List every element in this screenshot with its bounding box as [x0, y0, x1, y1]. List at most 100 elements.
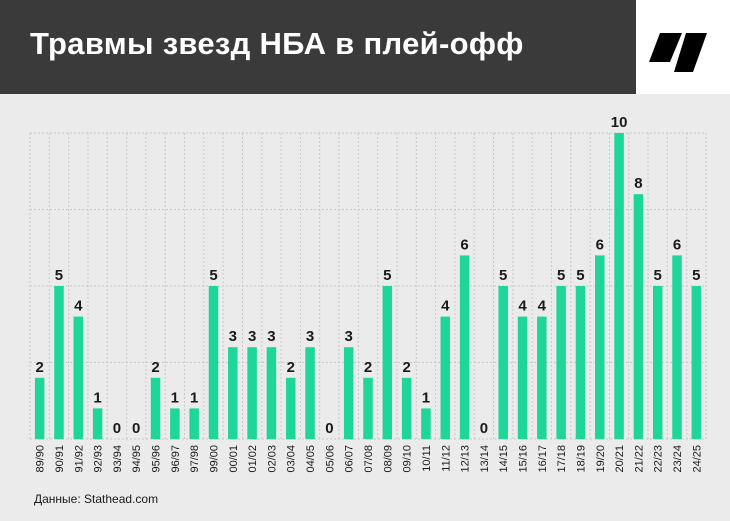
data-label: 5 [692, 267, 700, 284]
x-tick-label: 14/15 [498, 445, 510, 473]
bar [305, 347, 315, 439]
data-label: 3 [248, 328, 256, 345]
bar [266, 347, 277, 439]
page-title: Травмы звезд НБА в плей-офф [30, 26, 524, 61]
x-tick-label: 01/02 [247, 445, 259, 473]
bar [652, 286, 663, 439]
x-tick-label: 09/10 [402, 445, 414, 473]
data-label: 0 [132, 420, 140, 437]
x-tick-label: 16/17 [537, 445, 549, 473]
bar [517, 316, 528, 439]
bar [363, 377, 373, 439]
x-tick-label: 05/06 [324, 445, 336, 473]
bar [170, 408, 180, 439]
bar [228, 347, 238, 439]
bar [614, 133, 624, 439]
data-label: 1 [93, 389, 101, 406]
bar [691, 286, 702, 439]
bar [575, 286, 586, 439]
data-label: 5 [557, 267, 565, 284]
bar [189, 408, 199, 439]
data-label: 6 [460, 236, 468, 253]
data-label: 5 [55, 267, 63, 284]
data-label: 3 [306, 328, 314, 345]
data-label: 5 [383, 267, 391, 284]
bar [73, 316, 84, 439]
data-label: 5 [499, 267, 507, 284]
x-tick-label: 20/21 [614, 445, 626, 473]
x-tick-label: 24/25 [691, 445, 703, 473]
x-tick-label: 19/20 [595, 445, 607, 473]
bar [595, 255, 605, 439]
x-tick-label: 06/07 [344, 445, 356, 473]
grid-lines [29, 132, 707, 440]
x-tick-label: 21/22 [633, 445, 645, 473]
data-label: 4 [441, 298, 450, 315]
data-label: 2 [402, 359, 410, 376]
bar [92, 408, 103, 439]
bar [34, 377, 45, 439]
bar [633, 194, 644, 439]
bar [498, 286, 508, 439]
brand-logo-icon [649, 33, 707, 72]
data-label: 2 [364, 359, 372, 376]
data-label: 5 [654, 267, 662, 284]
bar [285, 377, 296, 439]
bars [34, 133, 702, 439]
data-label: 0 [113, 420, 121, 437]
x-tick-label: 96/97 [170, 445, 182, 473]
x-tick-label: 91/92 [73, 445, 85, 473]
data-label: 8 [634, 175, 642, 192]
bar [54, 286, 64, 439]
bar [440, 316, 451, 439]
bar [421, 408, 431, 439]
x-tick-label: 90/91 [54, 445, 66, 473]
data-label: 4 [538, 298, 547, 315]
data-label: 4 [518, 298, 527, 315]
bar [537, 316, 547, 439]
x-tick-label: 03/04 [286, 445, 298, 473]
data-label: 0 [480, 420, 488, 437]
data-label: 2 [287, 359, 295, 376]
x-tick-label: 00/01 [228, 445, 240, 473]
data-label: 3 [229, 328, 237, 345]
source-note: Данные: Stathead.com [34, 492, 159, 506]
data-label: 1 [422, 389, 430, 406]
bar [208, 286, 219, 439]
x-tick-label: 08/09 [382, 445, 394, 473]
x-tick-label: 13/14 [479, 445, 491, 473]
data-label: 2 [151, 359, 159, 376]
bar [343, 347, 354, 439]
data-label: 6 [596, 236, 604, 253]
bar [401, 377, 412, 439]
data-label: 2 [35, 359, 43, 376]
header-bar: Травмы звезд НБА в плей-офф [0, 0, 730, 94]
brand-logo [636, 0, 730, 94]
x-tick-label: 02/03 [266, 445, 278, 473]
data-label: 10 [611, 114, 628, 131]
data-label: 1 [171, 389, 179, 406]
bar [382, 286, 393, 439]
data-label: 6 [673, 236, 681, 253]
x-tick-label: 12/13 [460, 445, 472, 473]
x-tick-label: 92/93 [93, 445, 105, 473]
x-tick-label: 94/95 [131, 445, 143, 473]
data-label: 3 [267, 328, 275, 345]
x-tick-label: 11/12 [440, 445, 452, 472]
x-tick-label: 95/96 [151, 445, 163, 473]
data-label: 1 [190, 389, 198, 406]
x-tick-label: 17/18 [556, 445, 568, 473]
x-tick-label: 89/90 [35, 445, 47, 473]
x-tick-label: 93/94 [112, 445, 124, 473]
x-tick-label: 23/24 [672, 445, 684, 473]
x-tick-labels: 89/90 90/91 91/92 92/93 93/94 94/95 95/96 96/97… [35, 445, 704, 473]
x-tick-label: 10/11 [421, 445, 433, 472]
bar [459, 255, 470, 439]
x-tick-label: 22/23 [653, 445, 665, 473]
x-tick-label: 18/19 [575, 445, 587, 473]
bar [150, 377, 161, 439]
data-label: 3 [345, 328, 353, 345]
x-tick-label: 04/05 [305, 445, 317, 473]
